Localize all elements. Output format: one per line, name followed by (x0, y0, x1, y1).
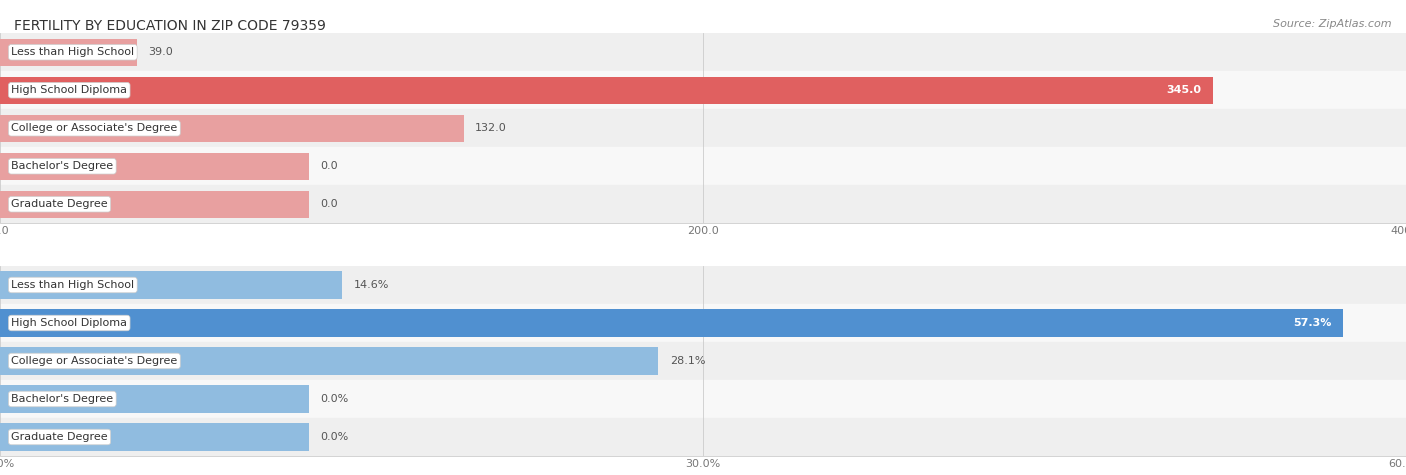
Bar (0, 38, 138, 66)
Bar (0, 190, 309, 218)
Bar (0, 309, 1343, 337)
Text: 39.0: 39.0 (149, 47, 173, 57)
Bar (0, 152, 309, 180)
Bar (0, 114, 464, 142)
Text: College or Associate's Degree: College or Associate's Degree (11, 356, 177, 366)
Text: 0.0%: 0.0% (321, 432, 349, 442)
Text: Bachelor's Degree: Bachelor's Degree (11, 394, 114, 404)
Bar (0, 347, 658, 375)
Bar (0, 271, 342, 299)
Text: Source: ZipAtlas.com: Source: ZipAtlas.com (1274, 19, 1392, 29)
Bar (0, 71, 1406, 109)
Text: High School Diploma: High School Diploma (11, 85, 128, 95)
Text: 0.0%: 0.0% (321, 394, 349, 404)
Bar (0, 385, 309, 413)
Bar (0, 418, 1406, 456)
Bar (0, 304, 1406, 342)
Bar (0, 109, 1406, 147)
Text: Graduate Degree: Graduate Degree (11, 199, 108, 209)
Text: 14.6%: 14.6% (353, 280, 388, 290)
Text: Less than High School: Less than High School (11, 280, 135, 290)
Bar (0, 380, 1406, 418)
Bar (0, 185, 1406, 223)
Bar (0, 147, 1406, 185)
Text: High School Diploma: High School Diploma (11, 318, 128, 328)
Text: 0.0: 0.0 (321, 199, 339, 209)
Text: College or Associate's Degree: College or Associate's Degree (11, 123, 177, 133)
Text: 0.0: 0.0 (321, 161, 339, 171)
Text: 345.0: 345.0 (1167, 85, 1202, 95)
Bar (0, 33, 1406, 71)
Bar (0, 423, 309, 451)
Bar (0, 342, 1406, 380)
Bar (0, 266, 1406, 304)
Bar (0, 76, 1212, 104)
Text: 28.1%: 28.1% (669, 356, 706, 366)
Text: FERTILITY BY EDUCATION IN ZIP CODE 79359: FERTILITY BY EDUCATION IN ZIP CODE 79359 (14, 19, 326, 33)
Text: 57.3%: 57.3% (1294, 318, 1331, 328)
Text: Graduate Degree: Graduate Degree (11, 432, 108, 442)
Text: Less than High School: Less than High School (11, 47, 135, 57)
Text: 132.0: 132.0 (475, 123, 508, 133)
Text: Bachelor's Degree: Bachelor's Degree (11, 161, 114, 171)
